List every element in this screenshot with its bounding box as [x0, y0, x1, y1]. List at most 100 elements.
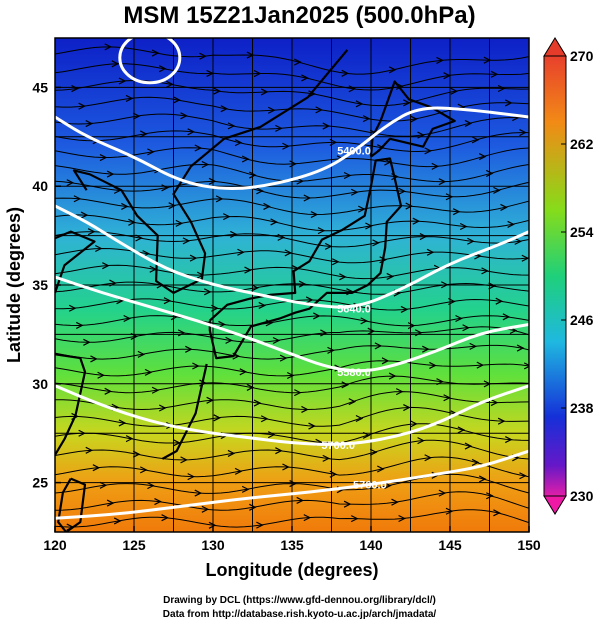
- wind-arrow: [490, 399, 499, 407]
- wind-arrow: [471, 458, 480, 466]
- wind-arrow: [339, 273, 347, 281]
- wind-arrow: [125, 435, 134, 443]
- wind-arrow: [398, 514, 406, 523]
- wind-arrow: [173, 439, 181, 447]
- contour-label: 5700.0: [321, 440, 355, 452]
- wind-arrow: [237, 248, 245, 256]
- wind-arrow: [310, 210, 319, 219]
- wind-arrow: [410, 115, 418, 123]
- wind-arrow: [187, 128, 196, 136]
- x-tick-label: 145: [438, 537, 462, 553]
- wind-arrow: [410, 420, 418, 428]
- wind-arrow: [372, 239, 380, 247]
- wind-arrow: [497, 417, 506, 425]
- wind-arrow: [140, 466, 148, 474]
- wind-arrow: [213, 414, 222, 422]
- wind-arrow: [194, 144, 203, 152]
- wind-arrow: [343, 171, 352, 180]
- wind-arrow: [258, 301, 267, 309]
- wind-arrow: [286, 371, 295, 380]
- wind-arrow: [320, 329, 328, 337]
- wind-arrow: [180, 456, 188, 464]
- x-tick-label: 140: [359, 537, 383, 553]
- x-tick-label: 120: [43, 537, 67, 553]
- wind-arrow: [275, 447, 283, 455]
- wind-arrow: [301, 405, 309, 414]
- wind-arrow: [362, 115, 371, 123]
- y-tick-label: 45: [32, 79, 48, 95]
- wind-arrow: [66, 179, 75, 187]
- coastline-segment: [369, 80, 456, 158]
- contour-line: [55, 106, 529, 190]
- wind-arrow: [384, 482, 392, 490]
- colorbar-tick-label: 262: [570, 136, 594, 152]
- wind-arrow: [71, 85, 79, 93]
- wind-arrow: [341, 69, 350, 77]
- wind-arrow: [445, 193, 454, 201]
- wind-arrow: [490, 70, 499, 78]
- wind-arrow: [464, 119, 473, 127]
- wind-arrow: [106, 170, 115, 178]
- wind-arrow: [348, 398, 357, 406]
- wind-arrow: [267, 431, 276, 439]
- wind-arrow: [497, 84, 506, 93]
- wind-arrow: [426, 248, 435, 256]
- wind-arrow: [218, 320, 226, 328]
- wind-arrow: [282, 142, 290, 150]
- wind-arrow: [504, 99, 513, 107]
- wind-arrow: [189, 254, 198, 262]
- chart-title: MSM 15Z21Jan2025 (500.0hPa): [123, 2, 476, 29]
- wind-arrow: [225, 336, 233, 344]
- wind-arrow: [514, 237, 523, 245]
- wind-arrow: [284, 249, 293, 257]
- wind-arrow: [90, 355, 98, 363]
- coastline-segment: [57, 477, 87, 532]
- wind-arrow: [111, 60, 120, 68]
- wind-arrow: [386, 272, 395, 280]
- wind-arrow: [343, 500, 352, 508]
- contour-label: 5640.0: [337, 304, 371, 316]
- x-tick-label: 130: [201, 537, 225, 553]
- wind-arrow: [377, 465, 385, 473]
- wind-arrow: [507, 220, 515, 228]
- wind-arrow: [80, 211, 89, 219]
- wind-arrow: [445, 507, 454, 515]
- wind-arrow: [253, 399, 262, 407]
- wind-arrow: [438, 489, 447, 497]
- wind-arrow: [488, 282, 497, 290]
- coastline-segment: [208, 157, 403, 360]
- wind-arrow: [412, 217, 421, 225]
- wind-arrow: [469, 342, 478, 350]
- contour-line: [55, 449, 529, 520]
- wind-arrow: [147, 148, 155, 156]
- wind-arrow: [459, 222, 468, 231]
- wind-arrow: [355, 414, 364, 423]
- wind-arrow: [388, 372, 397, 380]
- y-axis-title: Latitude (degrees): [4, 207, 24, 363]
- wind-arrow: [457, 426, 466, 434]
- wind-arrow: [123, 314, 132, 323]
- wind-arrow: [317, 227, 326, 235]
- wind-arrow: [158, 65, 167, 73]
- wind-arrow: [256, 187, 264, 195]
- wind-arrow: [322, 454, 331, 462]
- wind-arrow: [500, 203, 508, 211]
- wind-arrow: [486, 492, 494, 500]
- wind-arrow: [429, 361, 437, 369]
- wind-arrow: [296, 496, 305, 504]
- wind-arrow: [391, 498, 399, 506]
- wind-arrow: [104, 387, 113, 395]
- wind-arrow: [201, 505, 210, 513]
- wind-arrow: [431, 162, 440, 170]
- wind-arrow: [282, 463, 290, 471]
- wind-arrow: [355, 100, 364, 108]
- wind-arrow: [239, 368, 248, 376]
- footer-credit-dcl: Drawing by DCL (https://www.gfd-dennou.o…: [163, 595, 436, 606]
- wind-arrow: [97, 371, 105, 379]
- y-axis: 25 30 35 40 45: [32, 79, 61, 491]
- coastline-segment: [72, 49, 349, 294]
- colorbar-tick-label: 254: [570, 224, 594, 240]
- wind-arrow: [504, 436, 513, 444]
- wind-arrow: [83, 338, 91, 346]
- wind-arrow: [471, 136, 480, 144]
